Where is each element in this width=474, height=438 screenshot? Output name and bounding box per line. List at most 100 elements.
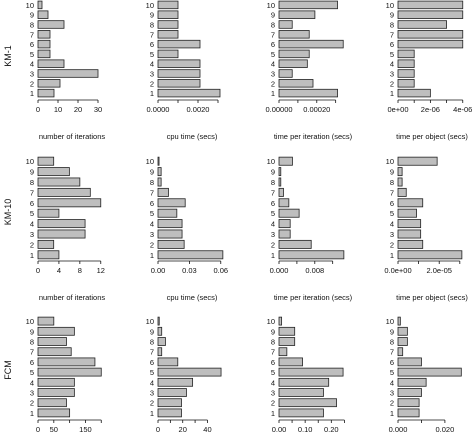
bar: [157, 398, 182, 408]
bar: [37, 377, 75, 387]
x-tick-label: 12: [97, 266, 105, 275]
category-label: 1: [390, 409, 394, 418]
x-tick-label: 20: [179, 425, 187, 434]
bar: [157, 30, 179, 39]
x-tick-label: 0: [156, 425, 160, 434]
bar: [278, 187, 284, 197]
category-label: 8: [390, 178, 394, 187]
bar: [157, 167, 162, 177]
bar: [278, 347, 288, 357]
bar: [278, 250, 345, 260]
bar: [157, 69, 201, 78]
bar: [278, 156, 293, 166]
category-label: 5: [30, 368, 34, 377]
bar: [397, 187, 407, 197]
bar: [157, 316, 160, 326]
bar: [37, 229, 86, 239]
bar: [37, 30, 51, 39]
category-label: 8: [150, 21, 154, 30]
category-label: 3: [390, 70, 394, 79]
category-label: 9: [150, 327, 154, 336]
bar: [278, 39, 344, 49]
category-label: 7: [271, 188, 275, 197]
category-label: 5: [150, 50, 154, 59]
bar: [37, 326, 75, 336]
x-axis-label: time per iteration (secs): [274, 293, 353, 302]
bar: [157, 337, 166, 346]
bar: [397, 177, 403, 187]
x-tick-label: 150: [79, 425, 92, 434]
bar: [397, 316, 401, 326]
category-label: 2: [150, 399, 154, 408]
bar: [278, 357, 303, 367]
bar: [278, 239, 312, 249]
bar: [37, 187, 91, 197]
category-label: 6: [271, 199, 275, 208]
x-tick-label: 8: [78, 266, 82, 275]
bar: [278, 316, 283, 326]
bar: [397, 250, 463, 260]
bar: [278, 20, 293, 29]
category-label: 8: [271, 21, 275, 30]
x-axis-label: time per object (secs): [396, 293, 468, 302]
bar: [278, 367, 344, 377]
category-label: 6: [30, 199, 34, 208]
x-axis-label: number of iterations: [39, 132, 106, 141]
bar: [278, 388, 324, 397]
category-label: 4: [390, 60, 394, 69]
category-label: 9: [390, 11, 394, 20]
bar: [397, 69, 415, 78]
x-axis-label: number of iterations: [39, 293, 106, 302]
bar: [37, 219, 86, 229]
x-axis-label: time per iteration (secs): [274, 132, 353, 141]
category-label: 3: [150, 70, 154, 79]
category-label: 8: [271, 338, 275, 347]
category-label: 5: [150, 368, 154, 377]
bar: [157, 20, 179, 29]
x-tick-label: 0.0020: [187, 105, 210, 114]
category-label: 6: [390, 358, 394, 367]
x-tick-label: 10: [54, 105, 62, 114]
category-label: 10: [146, 317, 154, 326]
category-label: 4: [390, 378, 394, 387]
bar: [278, 219, 291, 229]
bar: [278, 408, 324, 418]
bar: [397, 377, 427, 387]
bar: [278, 167, 282, 177]
bar: [157, 357, 179, 367]
bar: [397, 10, 464, 19]
x-tick-label: 0: [36, 266, 40, 275]
x-tick-label: 0.06: [213, 266, 228, 275]
bar: [157, 229, 183, 239]
category-label: 8: [390, 21, 394, 30]
x-tick-label: 0.000: [389, 425, 408, 434]
bar: [157, 79, 201, 88]
bar: [157, 326, 163, 336]
bar: [37, 408, 71, 418]
x-tick-label: 40: [203, 425, 211, 434]
bar: [37, 250, 60, 260]
category-label: 7: [150, 348, 154, 357]
bar: [37, 167, 70, 177]
bar: [278, 229, 291, 239]
category-label: 4: [390, 220, 394, 229]
bar: [397, 357, 422, 367]
category-label: 9: [390, 168, 394, 177]
bar: [157, 10, 179, 19]
category-label: 7: [150, 188, 154, 197]
bar: [397, 347, 404, 357]
category-label: 10: [146, 157, 154, 166]
bar: [157, 208, 178, 218]
bar: [397, 39, 464, 49]
bar: [157, 198, 186, 208]
category-label: 9: [271, 11, 275, 20]
category-label: 8: [390, 338, 394, 347]
x-tick-label: 0.00020: [303, 105, 330, 114]
bar: [157, 219, 183, 229]
bar: [37, 316, 55, 326]
x-tick-label: 50: [50, 425, 58, 434]
bar: [397, 20, 447, 29]
category-label: 3: [150, 230, 154, 239]
category-label: 7: [390, 30, 394, 39]
